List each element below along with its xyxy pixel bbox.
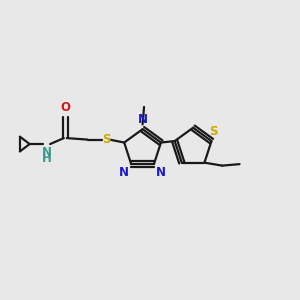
Text: N: N (119, 166, 129, 178)
Text: O: O (60, 101, 70, 114)
Text: N: N (156, 166, 166, 178)
Text: S: S (209, 125, 217, 138)
Text: S: S (102, 133, 110, 146)
Text: H: H (42, 152, 52, 165)
Text: N: N (42, 146, 52, 158)
Text: N: N (138, 112, 148, 126)
